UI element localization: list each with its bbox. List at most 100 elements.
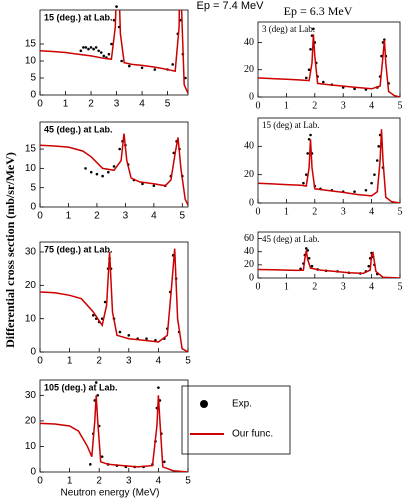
y-tick-label: 0: [249, 197, 254, 208]
exp-point: [299, 267, 302, 271]
exp-point: [110, 42, 113, 46]
model-line: [40, 395, 188, 472]
exp-point: [353, 87, 356, 91]
exp-point: [373, 173, 376, 176]
exp-point: [103, 300, 107, 304]
x-tick-label: 4: [369, 206, 374, 217]
exp-point: [107, 170, 110, 174]
plot-frame: [39, 379, 189, 473]
exp-point: [309, 133, 312, 137]
x-tick-label: 0: [256, 206, 261, 217]
exp-point: [310, 264, 314, 268]
exp-point: [112, 165, 116, 168]
plot-frame: [39, 9, 189, 96]
x-tick-label: 1: [284, 281, 289, 292]
panel: 0 5 10 15 0 1 2 3 4 5 15 (deg.) at Lab.: [25, 5, 189, 110]
exp-point: [118, 330, 122, 334]
x-tick-label: 3: [341, 100, 346, 111]
exp-point: [304, 76, 308, 80]
x-tick-label: 1: [284, 206, 289, 217]
plot-frame: [39, 121, 189, 208]
panel-annotation: 45 (deg.) at Lab.: [44, 124, 113, 134]
exp-point: [96, 394, 100, 397]
x-tick-label: 0: [37, 211, 43, 222]
x-tick-label: 3: [126, 476, 132, 487]
x-tick-label: 3: [114, 99, 120, 110]
x-tick-label: 5: [165, 99, 171, 110]
exp-point: [128, 64, 131, 68]
x-tick-label: 2: [96, 356, 102, 367]
x-tick-label: 0: [37, 99, 43, 110]
y-tick-label: 0: [249, 272, 254, 283]
exp-point: [153, 68, 157, 71]
exp-point: [97, 49, 100, 53]
exp-point: [306, 152, 310, 155]
panel-annotation: 105 (deg.) at Lab.: [44, 382, 118, 392]
exp-point: [163, 460, 166, 464]
x-tick-label: 2: [312, 281, 317, 292]
y-tick-label: 0: [30, 467, 36, 478]
model-line: [258, 34, 400, 97]
y-tick-label: 20: [244, 169, 254, 180]
x-tick-label: 2: [88, 99, 94, 110]
exp-point: [82, 46, 85, 49]
y-tick-label: 40: [244, 246, 254, 257]
y-tick-label: 20: [244, 64, 254, 75]
exp-point: [304, 247, 308, 250]
panel: 0 20 40 0 1 2 3 4 5 3 (deg) at Lab.: [244, 21, 403, 111]
x-tick-label: 1: [67, 356, 73, 367]
panel-annotation: 45 (deg) at Lab.: [262, 234, 319, 244]
exp-point: [140, 66, 144, 70]
x-tick-label: 2: [312, 100, 317, 111]
exp-point: [377, 145, 381, 148]
x-tick-label: 2: [312, 206, 317, 217]
y-tick-label: 5: [30, 182, 36, 193]
model-line: [40, 133, 188, 206]
exp-point: [370, 181, 373, 185]
x-tick-label: 4: [151, 211, 157, 222]
x-tick-label: 0: [37, 356, 43, 367]
plot-frame: [39, 241, 189, 353]
exp-point: [102, 54, 106, 58]
exp-point: [304, 173, 308, 176]
exp-point: [364, 188, 368, 192]
x-tick-label: 3: [341, 206, 346, 217]
x-tick-label: 3: [123, 211, 129, 222]
model-line: [258, 250, 400, 278]
y-axis-label: Differential cross section (mb/sr/MeV): [3, 152, 17, 348]
exp-point: [307, 256, 311, 260]
exp-point: [307, 68, 311, 72]
x-tick-label: 0: [256, 281, 261, 292]
y-tick-label: 60: [244, 233, 254, 244]
x-tick-label: 1: [63, 99, 69, 110]
plot-frame: [257, 21, 401, 98]
exp-point: [99, 51, 103, 54]
exp-point: [302, 181, 305, 185]
panel-annotation: 3 (deg) at Lab.: [262, 24, 315, 34]
exp-point: [84, 167, 87, 170]
y-tick-label: 20: [25, 280, 37, 291]
legend: Exp. Our func.: [181, 385, 291, 455]
exp-point: [171, 63, 174, 66]
x-tick-label: 1: [67, 476, 73, 487]
panel-annotation: 15 (deg.) at Lab.: [44, 12, 113, 22]
model-line: [40, 248, 188, 352]
x-tick-label: 4: [156, 476, 162, 487]
y-tick-label: 30: [25, 390, 37, 401]
exp-point: [107, 52, 111, 56]
exp-point: [101, 174, 104, 178]
y-tick-label: 15: [25, 39, 37, 50]
x-tick-label: 5: [185, 476, 191, 487]
chart-title: Ep = 7.4 MeV: [197, 0, 265, 12]
y-tick-label: 0: [30, 347, 36, 358]
panel: 0 10 20 30 0 1 2 3 4 5 105 (deg.) at Lab.: [25, 379, 191, 487]
x-axis-label: Neutron energy (MeV): [61, 488, 160, 499]
exp-point: [100, 455, 104, 458]
exp-point: [145, 337, 148, 340]
x-tick-label: 5: [180, 211, 186, 222]
x-tick-label: 1: [284, 100, 289, 111]
exp-point: [152, 184, 156, 188]
model-line: [258, 129, 400, 203]
exp-point: [309, 47, 312, 51]
exp-point: [112, 18, 116, 22]
